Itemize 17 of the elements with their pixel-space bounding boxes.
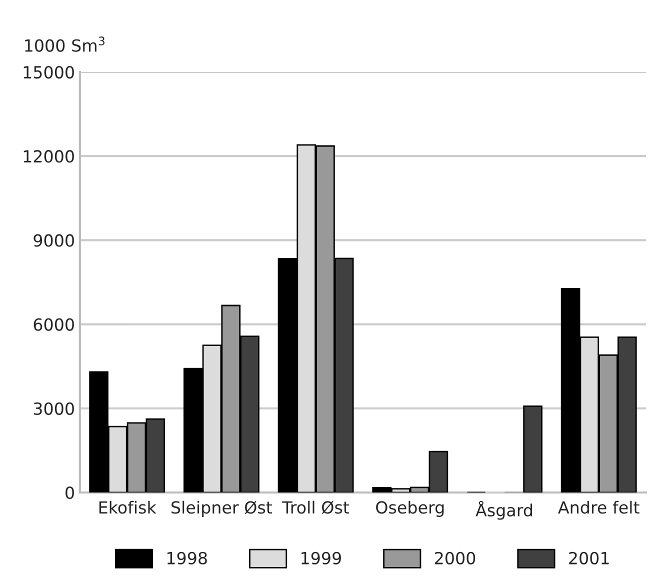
x-tick-label: Åsgard bbox=[476, 500, 532, 520]
y-tick-label: 6000 bbox=[34, 318, 74, 331]
y-tick-label: 0 bbox=[66, 486, 74, 500]
legend-label: 1998 bbox=[167, 552, 207, 564]
legend-label: 2000 bbox=[435, 552, 476, 564]
y-tick-label: 9000 bbox=[34, 234, 74, 247]
y-axis-title: 1000 Sm$^{3}$ bbox=[25, 36, 104, 52]
legend-label: 1999 bbox=[302, 552, 341, 564]
x-tick-label: Sleipner Øst bbox=[172, 500, 272, 517]
x-tick-label: Ekofisk bbox=[99, 500, 156, 514]
y-tick-label: 3000 bbox=[34, 402, 74, 415]
x-tick-label: Troll Øst bbox=[282, 500, 350, 514]
x-tick-label: Andre felt bbox=[558, 500, 640, 514]
legend-label: 2001 bbox=[569, 552, 609, 564]
y-tick-label: 12000 bbox=[24, 150, 74, 163]
y-tick-label: 15000 bbox=[24, 66, 74, 79]
x-tick-label: Oseberg bbox=[376, 500, 444, 517]
